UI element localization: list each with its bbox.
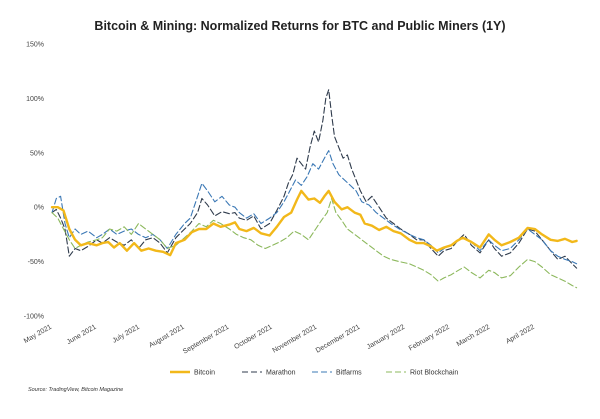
- y-tick-label: -100%: [24, 314, 44, 321]
- plot-lines: [50, 89, 578, 289]
- x-tick-label: December 2021: [315, 324, 362, 355]
- y-tick-label: 100%: [26, 96, 44, 103]
- legend: Bitcoin Marathon Bitfarms Riot Blockchain: [170, 370, 458, 377]
- legend-label: Bitfarms: [336, 370, 362, 377]
- y-tick-label: -50%: [28, 259, 44, 266]
- series-line-marathon: [51, 89, 578, 269]
- x-tick-label: February 2022: [408, 324, 451, 353]
- y-tick-label: 150%: [26, 42, 44, 49]
- x-tick-label: July 2021: [111, 324, 141, 345]
- series-line-bitfarms: [51, 150, 578, 265]
- x-tick-label: October 2021: [233, 324, 273, 351]
- legend-label: Marathon: [266, 370, 296, 377]
- x-tick-label: March 2022: [456, 324, 492, 349]
- x-tick-label: January 2022: [366, 324, 406, 351]
- series-line-bitcoin: [50, 189, 578, 257]
- y-axis: 150% 100% 50% 0% -50% -100%: [24, 42, 44, 321]
- x-axis: May 2021 June 2021 July 2021 August 2021Sep…: [23, 324, 536, 356]
- x-tick-label: May 2021: [23, 324, 53, 345]
- source-note: Source: TradingView, Bitcoin Magazine: [28, 387, 123, 393]
- legend-label: Riot Blockchain: [410, 370, 458, 377]
- x-tick-label: November 2021: [272, 324, 319, 355]
- legend-label: Bitcoin: [194, 370, 215, 377]
- chart-title: Bitcoin & Mining: Normalized Returns for…: [94, 19, 505, 33]
- x-tick-label: September 2021: [182, 324, 230, 356]
- y-tick-label: 0%: [34, 205, 44, 212]
- x-tick-label: August 2021: [148, 324, 186, 350]
- x-tick-label: April 2022: [505, 324, 536, 346]
- x-tick-label: June 2021: [66, 324, 98, 346]
- series-line-riot-blockchain: [51, 197, 578, 289]
- y-tick-label: 50%: [30, 150, 44, 157]
